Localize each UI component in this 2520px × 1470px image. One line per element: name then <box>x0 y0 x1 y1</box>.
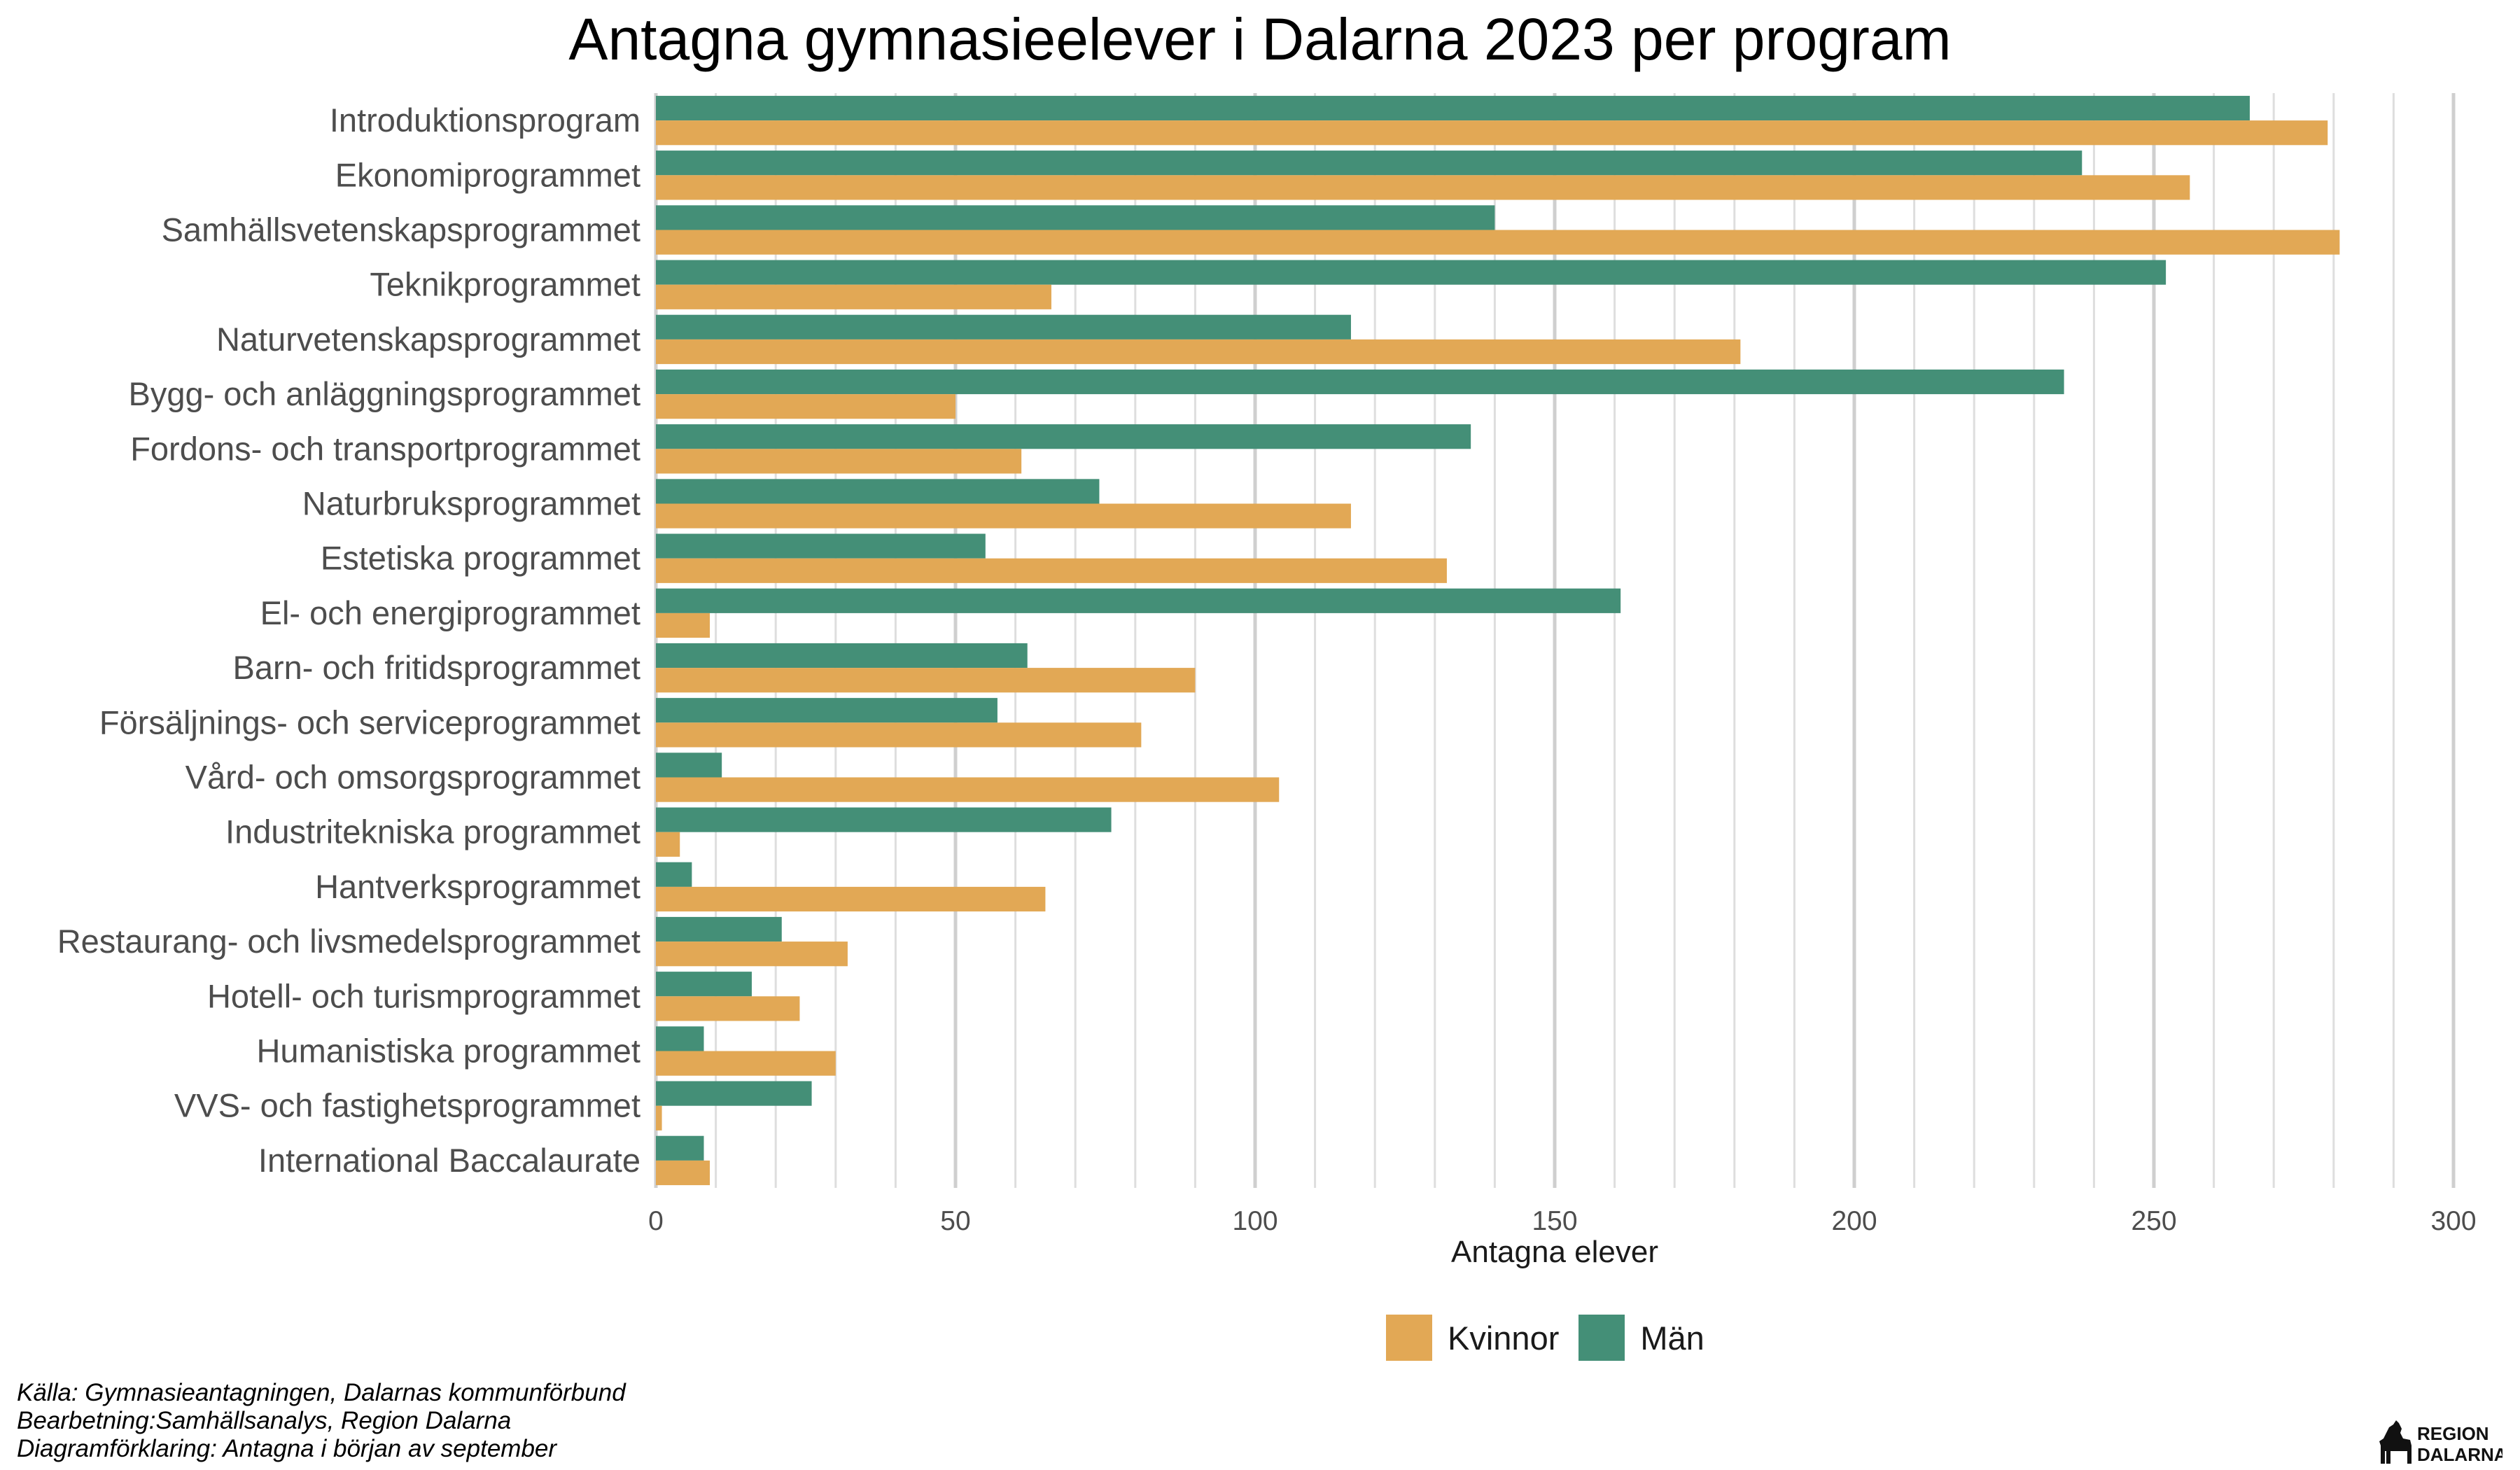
bar-kvinnor <box>656 175 2190 200</box>
region-dalarna-logo: REGION DALARNA <box>2379 1420 2502 1465</box>
bar-man <box>656 205 1495 230</box>
category-label: Industritekniska programmet <box>225 813 640 850</box>
x-tick-label: 100 <box>1232 1206 1278 1236</box>
bar-kvinnor <box>656 668 1196 693</box>
category-label: Bygg- och anläggningsprogrammet <box>128 375 640 412</box>
category-label: International Baccalaurate <box>258 1142 640 1179</box>
x-tick-labels: 0 50 100 150 200 250 300 <box>648 1206 2476 1236</box>
category-label: Introduktionsprogram <box>330 102 640 139</box>
category-label: Ekonomiprogrammet <box>335 156 640 193</box>
category-label: Naturbruksprogrammet <box>302 485 640 522</box>
x-tick-label: 50 <box>940 1206 970 1236</box>
dalahorse-icon <box>2379 1420 2412 1464</box>
category-label: Vård- och omsorgsprogrammet <box>186 759 640 796</box>
bar-kvinnor <box>656 1051 836 1076</box>
category-label: Barn- och fritidsprogrammet <box>233 649 640 686</box>
source-caption: Källa: Gymnasieantagningen, Dalarnas kom… <box>17 1379 626 1463</box>
bar-man <box>656 1081 812 1106</box>
logo-text-dalarna: DALARNA <box>2417 1444 2502 1465</box>
category-label: Teknikprogrammet <box>370 266 640 303</box>
bars <box>656 95 2340 1186</box>
bar-kvinnor <box>656 284 1051 309</box>
bar-man <box>656 314 1351 340</box>
legend-label-kvinnor: Kvinnor <box>1448 1319 1560 1357</box>
bar-kvinnor <box>656 941 848 967</box>
bar-man <box>656 260 2166 285</box>
category-labels: Introduktionsprogram Ekonomiprogrammet Sam… <box>57 102 640 1179</box>
gridlines <box>654 93 2456 1188</box>
bar-man <box>656 588 1621 613</box>
bar-man <box>656 479 1100 504</box>
bar-man <box>656 424 1471 449</box>
bar-man <box>656 916 782 942</box>
chart-title: Antagna gymnasieelever i Dalarna 2023 pe… <box>568 6 1952 72</box>
x-tick-label: 300 <box>2430 1206 2476 1236</box>
bar-kvinnor <box>656 339 1741 365</box>
bar-man <box>656 1026 704 1051</box>
bar-man <box>656 862 692 887</box>
bar-kvinnor <box>656 996 800 1021</box>
bar-kvinnor <box>656 886 1046 912</box>
bar-man <box>656 698 997 723</box>
legend-label-man: Män <box>1640 1319 1704 1357</box>
bar-man <box>656 369 2064 395</box>
logo-text-region: REGION <box>2417 1423 2489 1444</box>
legend-swatch-kvinnor <box>1386 1315 1432 1361</box>
bar-kvinnor <box>656 612 710 638</box>
bar-man <box>656 643 1028 668</box>
category-label: Humanistiska programmet <box>256 1032 640 1070</box>
category-label: VVS- och fastighetsprogrammet <box>174 1087 640 1124</box>
bar-kvinnor <box>656 230 2340 255</box>
bar-kvinnor <box>656 1160 710 1186</box>
bar-kvinnor <box>656 1105 662 1130</box>
bar-man <box>656 972 752 997</box>
category-label: Hotell- och turismprogrammet <box>207 977 640 1014</box>
bar-man <box>656 807 1112 832</box>
bar-kvinnor <box>656 832 680 857</box>
bar-kvinnor <box>656 722 1142 748</box>
legend: Kvinnor Män <box>1386 1315 1724 1361</box>
bar-man <box>656 1135 704 1161</box>
bar-man <box>656 150 2082 176</box>
caption-processing: Bearbetning:Samhällsanalys, Region Dalar… <box>17 1407 512 1434</box>
x-tick-label: 200 <box>1831 1206 1877 1236</box>
x-axis-title: Antagna elever <box>1451 1235 1658 1269</box>
bar-kvinnor <box>656 777 1280 802</box>
category-label: Hantverksprogrammet <box>315 868 640 905</box>
x-tick-label: 250 <box>2131 1206 2176 1236</box>
legend-item-man: Män <box>1578 1315 1704 1361</box>
legend-swatch-man <box>1578 1315 1625 1361</box>
category-label: Naturvetenskapsprogrammet <box>216 321 640 358</box>
category-label: Försäljnings- och serviceprogrammet <box>99 704 640 741</box>
bar-man <box>656 95 2250 121</box>
category-label: Fordons- och transportprogrammet <box>130 430 640 467</box>
category-label: El- och energiprogrammet <box>260 594 640 631</box>
bar-kvinnor <box>656 394 955 419</box>
bar-kvinnor <box>656 558 1447 583</box>
bar-kvinnor <box>656 503 1351 528</box>
bar-man <box>656 533 986 559</box>
x-tick-label: 150 <box>1532 1206 1577 1236</box>
caption-source: Källa: Gymnasieantagningen, Dalarnas kom… <box>17 1379 626 1406</box>
category-label: Samhällsvetenskapsprogrammet <box>162 211 640 248</box>
bar-man <box>656 752 722 778</box>
bar-kvinnor <box>656 120 2328 146</box>
x-tick-label: 0 <box>648 1206 664 1236</box>
legend-item-kvinnor: Kvinnor <box>1386 1315 1559 1361</box>
category-label: Estetiska programmet <box>321 540 640 577</box>
caption-explanation: Diagramförklaring: Antagna i början av s… <box>17 1435 557 1462</box>
category-label: Restaurang- och livsmedelsprogrammet <box>57 923 640 960</box>
bar-kvinnor <box>656 449 1022 474</box>
